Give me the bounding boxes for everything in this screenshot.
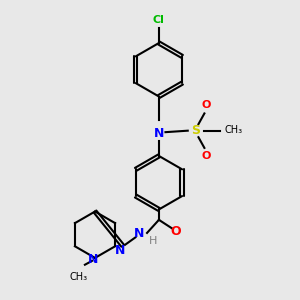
Text: CH₃: CH₃ (69, 272, 87, 282)
Text: Cl: Cl (153, 15, 165, 25)
Text: N: N (134, 227, 144, 240)
Text: O: O (201, 100, 211, 110)
Text: H: H (149, 236, 157, 246)
Text: S: S (192, 124, 201, 137)
Text: CH₃: CH₃ (225, 125, 243, 135)
Text: O: O (201, 152, 211, 161)
Text: N: N (115, 244, 125, 257)
Text: N: N (154, 127, 164, 140)
Text: O: O (170, 225, 181, 238)
Text: N: N (88, 253, 99, 266)
